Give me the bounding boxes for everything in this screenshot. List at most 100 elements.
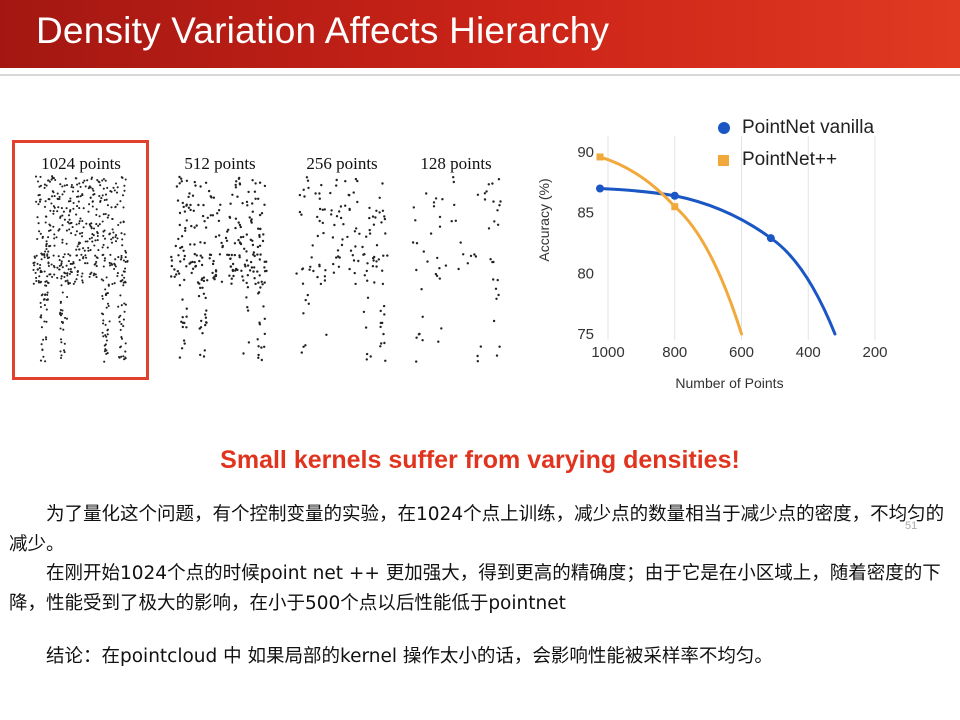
- legend-label: PointNet++: [742, 149, 838, 170]
- chair-point: [47, 261, 50, 264]
- chair-point: [50, 202, 53, 205]
- chair-point: [259, 227, 262, 231]
- chair-point: [251, 179, 254, 182]
- chair-point: [62, 210, 65, 213]
- chair-point: [89, 249, 92, 252]
- chair-point: [75, 223, 78, 226]
- chair-point: [44, 200, 47, 203]
- chair-point: [53, 206, 56, 209]
- chair-point: [181, 298, 184, 301]
- chair-point: [205, 309, 208, 312]
- chair-point: [56, 276, 59, 279]
- chair-point: [262, 233, 265, 236]
- chair-point: [368, 216, 371, 220]
- chair-point: [344, 180, 347, 183]
- chair-point: [229, 202, 232, 205]
- chair-point: [190, 271, 193, 275]
- chair-point: [101, 246, 104, 249]
- chair-point: [119, 258, 123, 261]
- chair-point: [348, 208, 351, 212]
- x-tick-label: 200: [862, 344, 887, 361]
- chair-point: [246, 274, 249, 277]
- chair-point: [105, 339, 108, 342]
- chair-point: [199, 286, 202, 290]
- data-point: [766, 234, 775, 243]
- chair-point: [72, 201, 75, 205]
- chair-point: [92, 227, 96, 230]
- chair-point: [66, 279, 69, 282]
- chair-point: [61, 238, 64, 241]
- chair-point: [66, 274, 69, 277]
- chair-point: [373, 281, 376, 284]
- chair-point: [187, 195, 190, 199]
- chair-point: [183, 342, 186, 345]
- chair-point: [420, 288, 423, 291]
- chair-point: [82, 247, 85, 250]
- series-line-1: [598, 155, 744, 336]
- chair-point: [193, 243, 196, 246]
- chair-point: [124, 342, 127, 345]
- chair-point: [357, 259, 360, 263]
- chair-point: [76, 205, 79, 208]
- chair-point: [175, 273, 178, 276]
- chair-point: [96, 232, 99, 235]
- chair-point: [101, 294, 104, 298]
- chair-point: [109, 253, 112, 256]
- chair-point: [105, 276, 108, 279]
- chair-point: [330, 213, 333, 216]
- chair-point: [441, 198, 444, 201]
- chair-point: [339, 205, 343, 208]
- legend-square-marker: [718, 154, 729, 166]
- chair-point: [60, 260, 63, 263]
- chair-point: [44, 250, 47, 253]
- chair-point: [366, 279, 369, 282]
- chair-points: [411, 176, 502, 363]
- chair-point: [122, 355, 125, 358]
- chair-point: [239, 236, 243, 239]
- chair-point: [246, 204, 249, 207]
- chair-point: [124, 251, 128, 254]
- chair-point: [66, 221, 70, 224]
- chair-point: [70, 271, 73, 274]
- chair-point: [378, 196, 381, 199]
- chair-point: [202, 276, 206, 279]
- chair-point: [41, 293, 44, 296]
- chair-point: [483, 192, 487, 195]
- chair-point: [496, 209, 499, 212]
- chair-point: [101, 297, 104, 300]
- chair-point: [106, 333, 109, 336]
- chair-point: [101, 220, 104, 223]
- chair-point: [193, 180, 196, 184]
- chair-point: [229, 265, 232, 268]
- chair-point: [45, 247, 48, 251]
- chair-point: [180, 245, 184, 249]
- chair-point: [438, 277, 441, 280]
- chair-point: [251, 202, 254, 205]
- chair-point: [495, 297, 498, 300]
- chair-point: [181, 325, 184, 329]
- data-point: [670, 191, 679, 200]
- chair-point: [60, 277, 63, 280]
- chair-point: [87, 249, 90, 252]
- chair-point: [40, 343, 43, 346]
- chair-point: [202, 355, 206, 358]
- chair-point: [43, 304, 46, 307]
- chair-point: [238, 182, 241, 185]
- chair-point: [76, 245, 79, 248]
- chair-point: [246, 264, 250, 267]
- chair-point: [371, 265, 375, 268]
- chair-point: [42, 338, 45, 341]
- chair-point: [325, 333, 328, 336]
- chair-point: [95, 213, 98, 216]
- chair-point: [75, 254, 78, 257]
- chair-point: [47, 198, 50, 201]
- chair-point: [230, 253, 233, 257]
- chair-point: [122, 259, 125, 262]
- chair-point: [57, 255, 60, 258]
- chair-point: [183, 321, 186, 325]
- chair-point: [244, 265, 247, 268]
- chair-point: [42, 355, 45, 358]
- chair-point: [66, 295, 69, 299]
- chair-point: [251, 243, 255, 247]
- chair-point: [260, 212, 264, 215]
